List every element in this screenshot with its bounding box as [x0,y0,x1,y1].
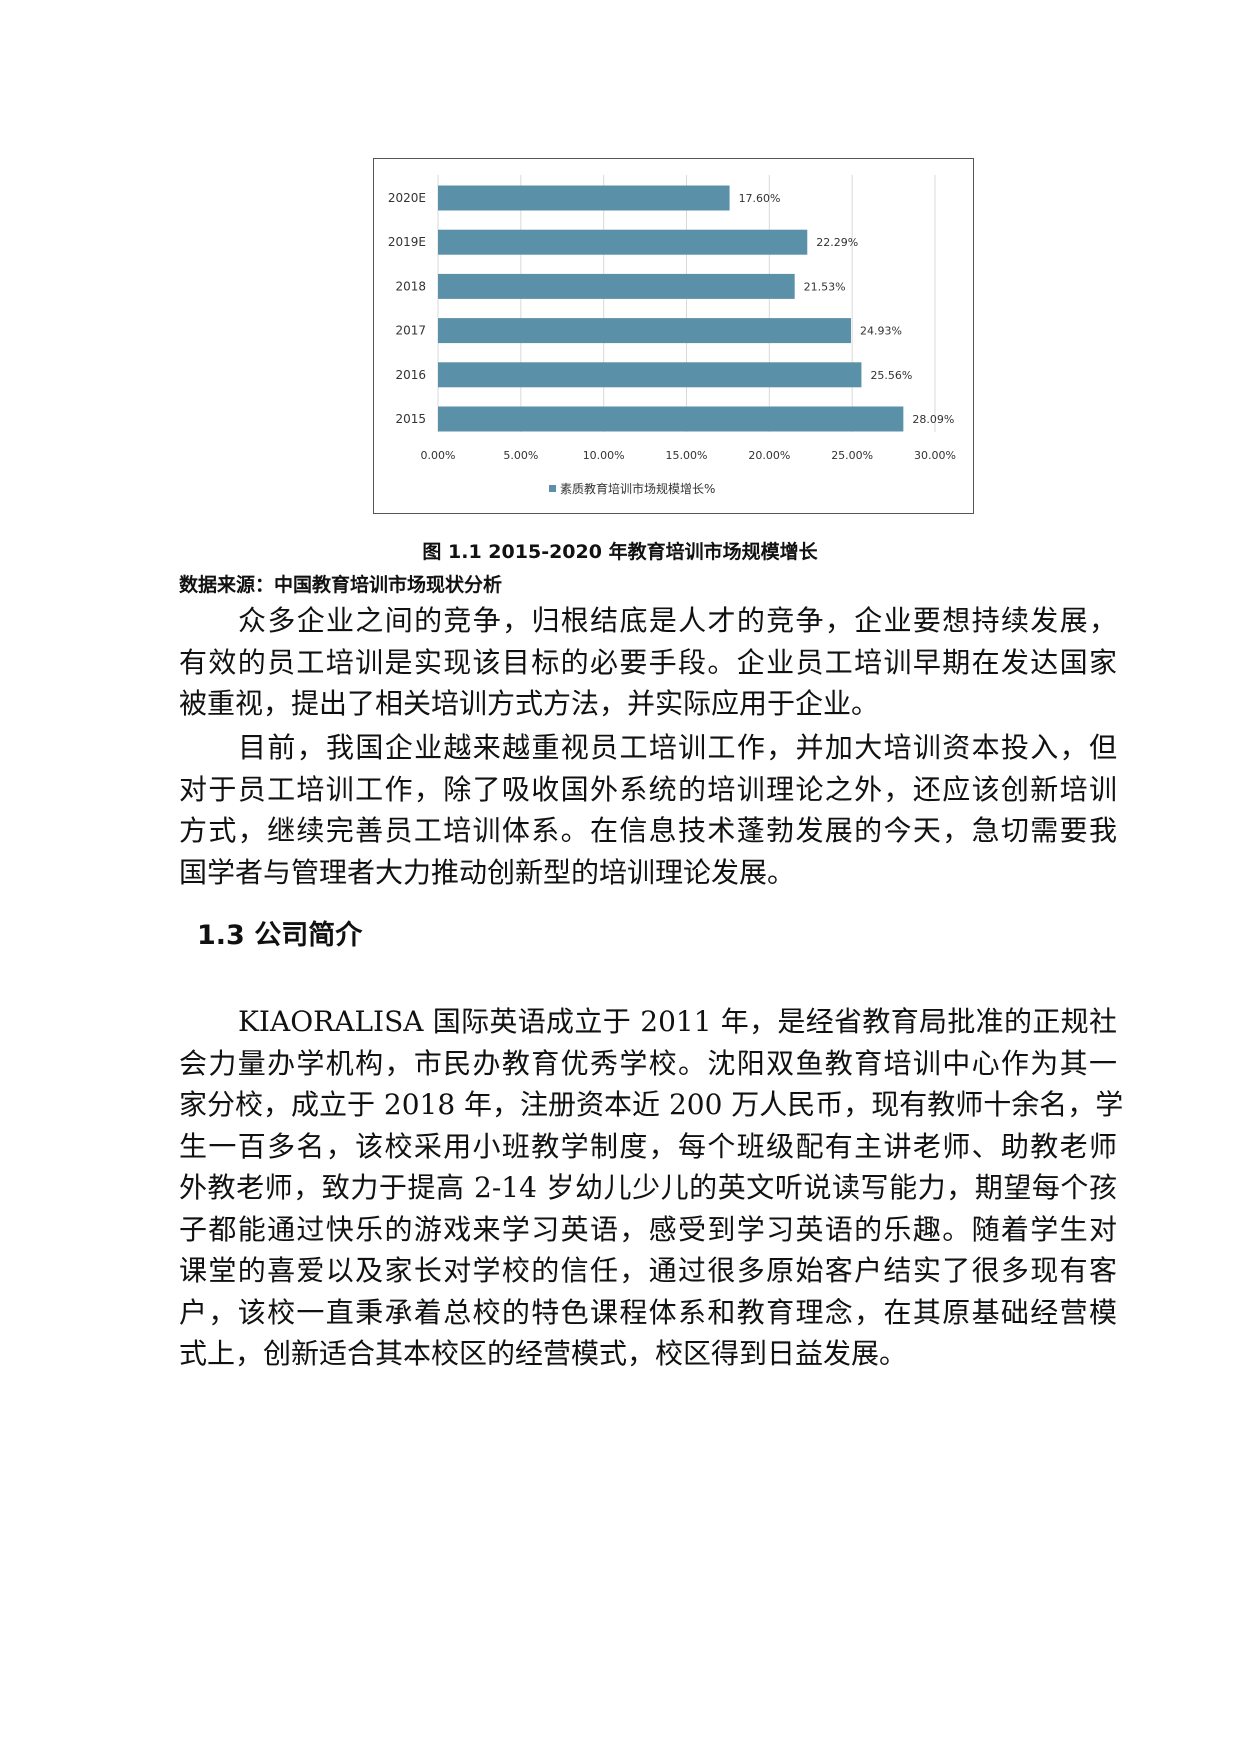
y-tick-label: 2017 [395,324,426,338]
text-line: 对于员工培训工作，除了吸收国外系统的培训理论之外，还应该创新培训 [179,772,1117,806]
growth-bar-chart: 0.00% 5.00% 10.00% 15.00% 20.00% 25.00% 30.00%… [373,158,974,514]
data-label: 17.60% [739,192,781,205]
data-label: 24.93% [860,325,902,338]
text-line: 外教老师，致力于提高 2-14 岁幼儿少儿的英文听说读写能力，期望每个孩 [179,1171,1117,1204]
x-tick-label: 0.00% [421,449,456,462]
x-tick-label: 10.00% [583,449,625,462]
text-line: 方式，继续完善员工培训体系。在信息技术蓬勃发展的今天，急切需要我 [179,814,1117,847]
paragraph-3: KIAORALISA 国际英语成立于 2011 年，是经省教育局批准的正规社 会… [179,1001,1124,1375]
bar [438,185,730,211]
text-line: 有效的员工培训是实现该目标的必要手段。企业员工培训早期在发达国家 [179,645,1117,679]
x-tick-label: 30.00% [914,449,956,462]
text-line: 课堂的喜爱以及家长对学校的信任，通过很多原始客户结实了很多现有客 [179,1254,1117,1287]
text-line: KIAORALISA 国际英语成立于 2011 年，是经省教育局批准的正规社 [238,1005,1117,1038]
x-tick-label: 20.00% [748,449,790,462]
text-line: 户，该校一直秉承着总校的特色课程体系和教育理念，在其原基础经营模 [179,1295,1117,1329]
figure-caption: 图 1.1 2015-2020 年教育培训市场规模增长 [422,541,818,563]
bar [438,362,862,388]
text-line: 国学者与管理者大力推动创新型的培训理论发展。 [179,855,796,889]
bar [438,273,795,299]
y-tick-label: 2016 [395,368,426,382]
x-tick-label: 25.00% [831,449,873,462]
data-label: 21.53% [804,280,846,293]
legend-label: 素质教育培训市场规模增长% [560,481,715,496]
data-label: 25.56% [870,369,912,382]
paragraph-1: 众多企业之间的竞争，归根结底是人才的竞争，企业要想持续发展， 有效的员工培训是实… [179,600,1117,725]
text-line: 会力量办学机构，市民办教育优秀学校。沈阳双鱼教育培训中心作为其一 [179,1046,1117,1080]
text-line: 家分校，成立于 2018 年，注册资本近 200 万人民币，现有教师十余名，学 [179,1088,1124,1121]
bar [438,318,852,344]
legend-swatch [549,485,556,492]
paragraph-2: 目前，我国企业越来越重视员工培训工作，并加大培训资本投入，但 对于员工培训工作，… [179,727,1117,893]
x-tick-label: 5.00% [503,449,538,462]
text-line: 生一百多名，该校采用小班教学制度，每个班级配有主讲老师、助教老师 [179,1129,1117,1163]
x-tick-label: 15.00% [666,449,708,462]
chart-canvas: 0.00% 5.00% 10.00% 15.00% 20.00% 25.00% 30.00%… [388,175,956,496]
text-line: 众多企业之间的竞争，归根结底是人才的竞争，企业要想持续发展， [238,604,1117,637]
section-heading: 1.3 公司简介 [197,920,363,951]
text-line: 目前，我国企业越来越重视员工培训工作，并加大培训资本投入，但 [238,731,1117,764]
text-line: 子都能通过快乐的游戏来学习英语，感受到学习英语的乐趣。随着学生对 [179,1212,1117,1246]
data-label: 28.09% [912,413,954,426]
y-tick-label: 2015 [395,412,426,426]
data-source: 数据来源：中国教育培训市场现状分析 [179,574,503,596]
data-label: 22.29% [816,236,858,249]
text-line: 被重视，提出了相关培训方式方法，并实际应用于企业。 [179,687,880,720]
y-tick-label: 2018 [395,279,426,293]
text-line: 式上，创新适合其本校区的经营模式，校区得到日益发展。 [179,1337,908,1370]
bar [438,229,808,255]
bar [438,406,904,432]
y-tick-label: 2020E [388,191,426,205]
y-tick-label: 2019E [388,235,426,249]
